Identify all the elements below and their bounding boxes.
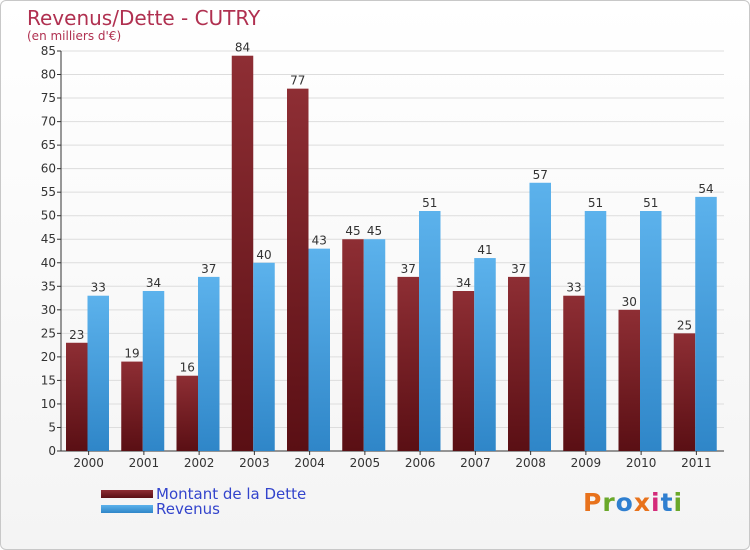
proxiti-logo: Proxiti [583,488,683,517]
y-tick-label: 5 [48,420,56,434]
data-label-revenus: 57 [533,168,548,182]
data-label-dette: 77 [290,74,305,88]
x-tick-label: 2005 [350,456,381,470]
bar-dette [563,295,585,451]
legend-label-dette: Montant de la Dette [156,485,307,503]
x-tick-label: 2003 [239,456,270,470]
bar-revenus [529,182,551,451]
bar-dette [508,276,530,451]
legend-label-revenus: Revenus [156,500,220,518]
bar-dette [176,375,198,451]
x-tick-label: 2001 [129,456,160,470]
x-tick-label: 2010 [626,456,657,470]
data-label-revenus: 51 [588,196,603,210]
y-tick-label: 15 [41,373,56,387]
bar-dette [452,291,475,451]
y-tick-label: 0 [48,444,56,458]
data-label-revenus: 51 [422,196,437,210]
logo-letter: r [602,488,616,517]
y-tick-label: 20 [41,350,56,364]
bar-dette [618,309,640,451]
bar-dette [397,276,419,451]
bar-revenus [419,211,441,451]
x-tick-label: 2009 [571,456,602,470]
data-label-dette: 19 [124,347,139,361]
logo-letter: x [633,488,651,517]
data-label-dette: 33 [566,281,581,295]
logo-letter: P [583,488,603,517]
y-tick-label: 35 [41,279,56,293]
x-tick-label: 2004 [294,456,325,470]
y-tick-label: 80 [41,68,56,82]
y-tick-label: 45 [41,232,56,246]
bar-revenus [142,291,165,451]
data-label-revenus: 45 [367,224,382,238]
x-tick-label: 2008 [515,456,546,470]
data-label-dette: 84 [235,41,250,55]
data-label-dette: 25 [677,318,692,332]
y-tick-label: 70 [41,115,56,129]
data-label-revenus: 51 [643,196,658,210]
bar-dette [121,361,143,451]
bar-revenus [308,248,330,451]
y-tick-label: 30 [41,303,56,317]
legend-swatch-revenus [101,505,153,513]
y-tick-label: 60 [41,162,56,176]
x-tick-label: 2007 [460,456,491,470]
x-tick-label: 2011 [681,456,712,470]
bar-revenus [695,196,717,451]
logo-letter: o [615,488,634,517]
logo-letter: i [673,488,684,517]
data-label-dette: 34 [456,276,471,290]
data-label-revenus: 37 [201,262,216,276]
data-label-dette: 37 [511,262,526,276]
data-label-revenus: 41 [477,243,492,257]
y-tick-label: 40 [41,256,56,270]
data-label-revenus: 34 [146,276,161,290]
data-label-revenus: 40 [256,248,271,262]
bar-dette [342,239,364,451]
bar-revenus [640,211,662,451]
y-tick-label: 25 [41,326,56,340]
bar-revenus [474,258,496,451]
legend-swatch-dette [101,490,153,498]
data-label-revenus: 33 [91,281,106,295]
bar-dette [231,55,254,452]
bar-revenus [363,239,386,451]
data-label-revenus: 54 [698,182,713,196]
data-label-dette: 37 [401,262,416,276]
bar-revenus [198,276,220,451]
bar-dette [287,88,309,451]
data-label-dette: 23 [69,328,84,342]
logo-letter: i [651,488,661,517]
bar-dette [673,333,696,451]
chart-subtitle: (en milliers d'€) [27,29,122,43]
x-tick-label: 2002 [184,456,215,470]
data-label-revenus: 43 [312,234,327,248]
bar-revenus [584,211,607,451]
y-tick-label: 10 [41,397,56,411]
logo-letter: t [660,488,674,517]
y-tick-label: 55 [41,185,56,199]
bar-revenus [87,295,109,451]
bar-revenus [253,262,275,451]
x-tick-label: 2000 [73,456,104,470]
data-label-dette: 45 [345,224,360,238]
y-tick-label: 65 [41,138,56,152]
x-tick-label: 2006 [405,456,436,470]
data-label-dette: 30 [622,295,637,309]
bar-dette [66,342,88,451]
y-tick-label: 85 [41,44,56,58]
data-label-dette: 16 [180,361,195,375]
chart-title: Revenus/Dette - CUTRY [27,6,261,30]
y-tick-label: 50 [41,209,56,223]
y-tick-label: 75 [41,91,56,105]
